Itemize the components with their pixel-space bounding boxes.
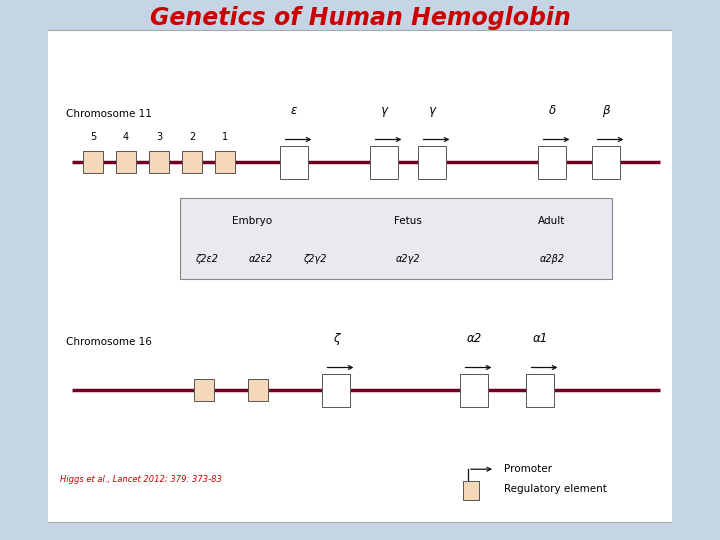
Text: 5: 5: [90, 132, 96, 141]
Text: Chromosome 16: Chromosome 16: [66, 337, 152, 347]
Bar: [463, 481, 480, 501]
Text: 1: 1: [222, 132, 228, 141]
Text: Genetics of Human Hemoglobin: Genetics of Human Hemoglobin: [150, 6, 570, 30]
Text: ζ: ζ: [333, 332, 339, 345]
Text: 3: 3: [156, 132, 162, 141]
Text: Chromosome 11: Chromosome 11: [66, 109, 152, 119]
Text: α2ε2: α2ε2: [249, 254, 273, 264]
Text: ζ2γ2: ζ2γ2: [303, 254, 327, 264]
Bar: [538, 145, 567, 179]
Text: α2: α2: [467, 332, 482, 345]
Text: α2γ2: α2γ2: [396, 254, 420, 264]
Bar: [526, 374, 554, 407]
Bar: [215, 151, 235, 173]
Bar: [182, 151, 202, 173]
Bar: [117, 151, 135, 173]
Bar: [418, 145, 446, 179]
Text: α2β2: α2β2: [539, 254, 564, 264]
Text: ζ2ε2: ζ2ε2: [196, 254, 218, 264]
Text: γ: γ: [380, 104, 387, 117]
Bar: [322, 374, 351, 407]
Bar: [592, 145, 621, 179]
Bar: [369, 145, 398, 179]
Text: Regulatory element: Regulatory element: [504, 484, 607, 494]
Text: δ: δ: [549, 104, 556, 117]
Text: α1: α1: [532, 332, 548, 345]
Bar: [150, 151, 168, 173]
Bar: [248, 379, 268, 401]
Text: γ: γ: [428, 104, 436, 117]
Text: 2: 2: [189, 132, 195, 141]
Bar: [279, 145, 308, 179]
Text: β: β: [602, 104, 610, 117]
Text: Fetus: Fetus: [394, 215, 422, 226]
Text: Adult: Adult: [539, 215, 566, 226]
Text: Promoter: Promoter: [504, 464, 552, 474]
Bar: [194, 379, 214, 401]
Text: ε: ε: [291, 104, 297, 117]
Bar: [84, 151, 103, 173]
Text: Higgs et al., Lancet 2012; 379: 373-83: Higgs et al., Lancet 2012; 379: 373-83: [60, 476, 222, 484]
Bar: [180, 198, 612, 279]
Text: 4: 4: [123, 132, 129, 141]
Text: Embryo: Embryo: [232, 215, 272, 226]
Bar: [459, 374, 488, 407]
